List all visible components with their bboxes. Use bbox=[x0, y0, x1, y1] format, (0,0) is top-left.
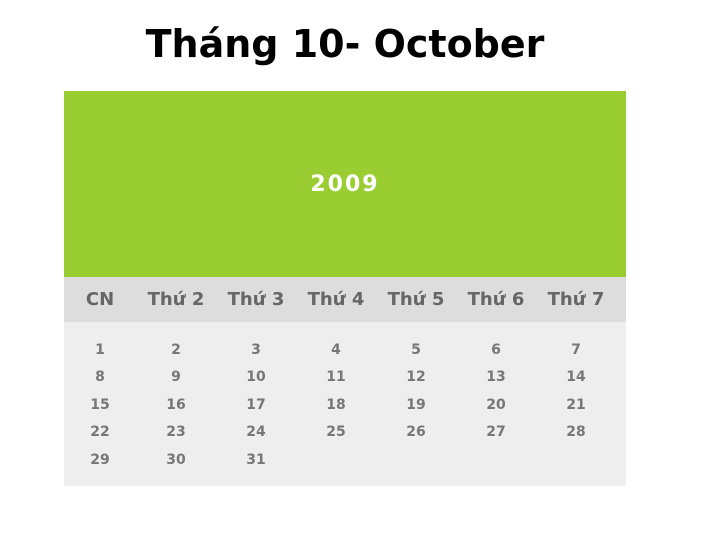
calendar-week: 22 23 24 25 26 27 28 bbox=[64, 419, 626, 447]
calendar-day: 17 bbox=[246, 396, 266, 413]
calendar-day: 5 bbox=[411, 341, 421, 358]
calendar-day: 20 bbox=[486, 396, 506, 413]
calendar-day: 31 bbox=[246, 451, 266, 468]
weekday-label: CN bbox=[85, 289, 115, 310]
calendar-day: 23 bbox=[166, 424, 186, 441]
calendar-week: 29 30 31 bbox=[64, 446, 626, 474]
calendar-day: 2 bbox=[171, 341, 181, 358]
weekday-label: Thứ 7 bbox=[547, 289, 605, 310]
weekday-label: Thứ 6 bbox=[467, 289, 525, 310]
calendar-day: 7 bbox=[571, 341, 581, 358]
calendar-day: 29 bbox=[90, 451, 110, 468]
calendar-days: 1 2 3 4 5 6 7 8 9 10 11 12 13 14 15 16 1… bbox=[64, 322, 626, 486]
calendar-day: 1 bbox=[95, 341, 105, 358]
calendar-year: 2009 bbox=[310, 171, 380, 197]
weekday-row: CN Thứ 2 Thứ 3 Thứ 4 Thứ 5 Thứ 6 Thứ 7 bbox=[64, 277, 626, 322]
calendar-day: 19 bbox=[406, 396, 426, 413]
calendar-day: 6 bbox=[491, 341, 501, 358]
calendar-week: 1 2 3 4 5 6 7 bbox=[64, 336, 626, 364]
calendar-day: 14 bbox=[566, 369, 586, 386]
calendar-day: 15 bbox=[90, 396, 110, 413]
calendar-day: 25 bbox=[326, 424, 346, 441]
weekday-label: Thứ 2 bbox=[147, 289, 205, 310]
weekday-label: Thứ 5 bbox=[387, 289, 445, 310]
calendar-day: 24 bbox=[246, 424, 266, 441]
calendar-day: 18 bbox=[326, 396, 346, 413]
calendar: 2009 CN Thứ 2 Thứ 3 Thứ 4 Thứ 5 Thứ 6 Th… bbox=[64, 91, 626, 486]
calendar-day: 3 bbox=[251, 341, 261, 358]
calendar-header: 2009 bbox=[64, 91, 626, 277]
calendar-day: 13 bbox=[486, 369, 506, 386]
calendar-day: 30 bbox=[166, 451, 186, 468]
calendar-week: 15 16 17 18 19 20 21 bbox=[64, 391, 626, 419]
calendar-day: 8 bbox=[95, 369, 105, 386]
calendar-day: 10 bbox=[246, 369, 266, 386]
calendar-day: 11 bbox=[326, 369, 346, 386]
calendar-day: 28 bbox=[566, 424, 586, 441]
calendar-day: 21 bbox=[566, 396, 586, 413]
calendar-day: 9 bbox=[171, 369, 181, 386]
calendar-day: 27 bbox=[486, 424, 506, 441]
calendar-day: 16 bbox=[166, 396, 186, 413]
calendar-day: 4 bbox=[331, 341, 341, 358]
calendar-day: 12 bbox=[406, 369, 426, 386]
calendar-week: 8 9 10 11 12 13 14 bbox=[64, 364, 626, 392]
weekday-label: Thứ 3 bbox=[227, 289, 285, 310]
page-title: Tháng 10- October bbox=[145, 22, 545, 66]
weekday-label: Thứ 4 bbox=[307, 289, 365, 310]
calendar-day: 26 bbox=[406, 424, 426, 441]
calendar-day: 22 bbox=[90, 424, 110, 441]
